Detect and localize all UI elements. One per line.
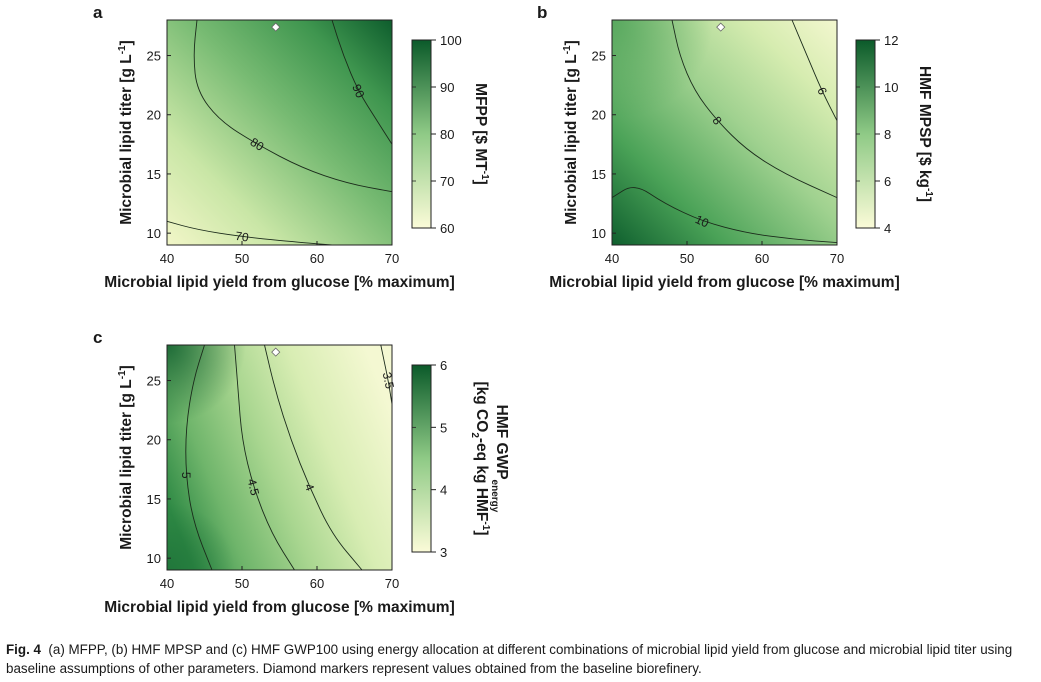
x-tick-label: 70 (385, 576, 399, 591)
colorbar-tick-label: 3 (440, 545, 447, 560)
colorbar-tick-label: 100 (440, 33, 462, 48)
colorbar-label-line2: [kg CO2-eq kg HMF-1] (469, 382, 491, 536)
contour-line-80 (193, 19, 393, 193)
contour-line-4.5 (234, 344, 295, 571)
contour-line-4 (264, 344, 363, 571)
colorbar-label: HMF MPSP [$ kg-1] (916, 66, 934, 202)
colorbar-tick-label: 70 (440, 174, 454, 189)
baseline-diamond-marker (716, 22, 726, 32)
x-tick-label: 40 (605, 251, 619, 266)
colorbar (411, 364, 432, 553)
colorbar-tick-label: 8 (884, 127, 891, 142)
figure-canvas: a 70 80 90 40 50 60 70 10 15 20 25 Microbial lipid y… (93, 3, 934, 616)
plot-frame (611, 19, 838, 246)
colorbar-tick-label: 6 (440, 358, 447, 373)
colorbar-tick-label: 10 (884, 80, 898, 95)
colorbar-tick-label: 6 (884, 174, 891, 189)
x-tick-label: 50 (680, 251, 694, 266)
colorbar-tick-label: 5 (440, 420, 447, 435)
figure-caption: Fig. 4 (a) MFPP, (b) HMF MPSP and (c) HM… (6, 640, 1036, 678)
colorbar-label: MFPP [$ MT-1] (472, 83, 490, 185)
x-axis-label: Microbial lipid yield from glucose [% ma… (104, 274, 455, 291)
contour-line-3.5 (380, 344, 393, 405)
plot-frame (166, 19, 393, 246)
plot-frame (166, 344, 393, 571)
contour-label-4: 4 (302, 481, 318, 493)
x-tick-label: 60 (310, 251, 324, 266)
contour-label-3.5: 3.5 (380, 371, 397, 391)
x-tick-label: 70 (385, 251, 399, 266)
colorbar-tick-label: 80 (440, 127, 454, 142)
panel-a: a 70 80 90 40 50 60 70 10 15 20 25 Microbial lipid y… (93, 3, 490, 291)
colorbar-label-line1: HMF GWPenergy (489, 405, 510, 513)
panel-c: c 5 4.5 4 3.5 40 50 60 70 10 15 20 25 Microbial lipid… (93, 328, 510, 616)
y-tick-label: 10 (592, 226, 606, 241)
contour-label-90: 90 (349, 82, 367, 100)
y-tick-label: 20 (147, 108, 161, 123)
contour-line-8 (671, 19, 838, 199)
colorbar-tick-label: 60 (440, 221, 454, 236)
panel-letter-c: c (93, 328, 102, 347)
baseline-diamond-marker (271, 347, 281, 357)
y-tick-label: 10 (147, 226, 161, 241)
y-tick-label: 10 (147, 551, 161, 566)
y-axis-label: Microbial lipid titer [g L-1] (117, 40, 135, 225)
y-tick-label: 25 (592, 49, 606, 64)
y-tick-label: 15 (147, 167, 161, 182)
heatmap-shading (167, 345, 392, 570)
contour-line-70 (166, 220, 333, 246)
panel-b: b 6 8 10 40 50 60 70 10 15 20 25 Microbial lipid yie… (537, 3, 934, 291)
x-tick-label: 50 (235, 251, 249, 266)
y-tick-label: 15 (147, 492, 161, 507)
contour-label-70: 70 (234, 229, 250, 245)
contour-label-6: 6 (814, 85, 830, 97)
contour-label-4.5: 4.5 (245, 477, 263, 497)
x-tick-label: 70 (830, 251, 844, 266)
colorbar-tick-label: 90 (440, 80, 454, 95)
contour-label-5: 5 (179, 472, 193, 479)
y-axis-label: Microbial lipid titer [g L-1] (562, 40, 580, 225)
contour-label-10: 10 (693, 212, 711, 231)
x-tick-label: 60 (755, 251, 769, 266)
x-tick-label: 60 (310, 576, 324, 591)
y-tick-label: 25 (147, 374, 161, 389)
x-tick-label: 50 (235, 576, 249, 591)
x-axis-label: Microbial lipid yield from glucose [% ma… (104, 599, 455, 616)
caption-text: (a) MFPP, (b) HMF MPSP and (c) HMF GWP10… (6, 642, 1013, 676)
y-tick-label: 25 (147, 49, 161, 64)
contour-line-5 (185, 344, 213, 571)
y-tick-label: 20 (147, 433, 161, 448)
x-axis-label: Microbial lipid yield from glucose [% ma… (549, 274, 900, 291)
contour-line-90 (331, 19, 393, 145)
colorbar-tick-label: 4 (884, 221, 891, 236)
caption-label: Fig. 4 (6, 642, 41, 657)
x-tick-label: 40 (160, 576, 174, 591)
y-tick-label: 15 (592, 167, 606, 182)
contour-line-6 (791, 19, 838, 121)
y-tick-label: 20 (592, 108, 606, 123)
colorbar-tick-label: 12 (884, 33, 898, 48)
baseline-diamond-marker (271, 22, 281, 32)
y-axis-label: Microbial lipid titer [g L-1] (117, 365, 135, 550)
heatmap-shading (612, 20, 837, 245)
panel-letter-b: b (537, 3, 547, 22)
heatmap-field (167, 20, 392, 245)
x-tick-label: 40 (160, 251, 174, 266)
panel-letter-a: a (93, 3, 103, 22)
contour-line-10 (611, 187, 838, 244)
colorbar-tick-label: 4 (440, 483, 447, 498)
